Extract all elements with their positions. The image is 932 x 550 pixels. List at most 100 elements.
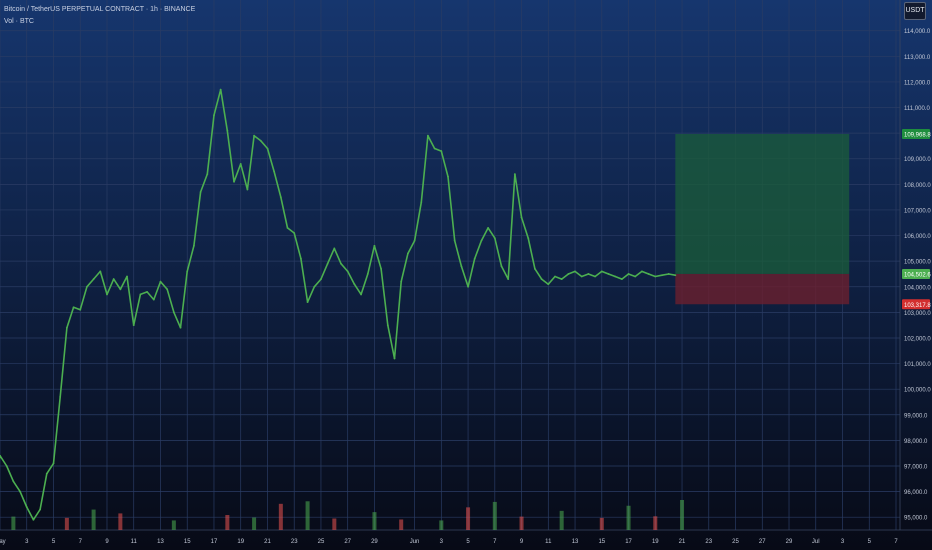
y-tick-label: 113,000.0 bbox=[904, 55, 931, 61]
y-tick-label: 112,000.0 bbox=[904, 80, 931, 86]
y-tick-label: 106,000.0 bbox=[904, 234, 931, 240]
price-point bbox=[186, 270, 189, 273]
price-point bbox=[273, 170, 276, 173]
volume-bar bbox=[439, 520, 444, 530]
volume-bar bbox=[252, 517, 257, 530]
price-point bbox=[293, 232, 296, 234]
price-point bbox=[574, 270, 576, 273]
x-tick-label: 15 bbox=[598, 539, 605, 545]
price-point bbox=[219, 88, 222, 91]
price-point bbox=[346, 270, 349, 273]
volume-bar bbox=[599, 517, 604, 530]
y-tick-label: 97,000.0 bbox=[904, 464, 928, 470]
x-tick-label: 3 bbox=[25, 539, 29, 545]
price-point bbox=[340, 262, 342, 265]
stop-loss-zone[interactable] bbox=[675, 273, 850, 305]
x-tick-label: 13 bbox=[572, 539, 579, 545]
price-point bbox=[493, 237, 496, 240]
x-tick-label: 23 bbox=[705, 539, 712, 545]
price-point bbox=[86, 285, 88, 288]
x-tick-label: 3 bbox=[841, 539, 845, 545]
price-point bbox=[520, 216, 523, 219]
volume-indicator-label: Vol · BTC bbox=[4, 18, 34, 25]
volume-bar bbox=[492, 501, 497, 530]
stop-price-label: 103,317.8 bbox=[904, 303, 931, 309]
y-tick-label: 107,000.0 bbox=[904, 208, 931, 214]
y-tick-label: 101,000.0 bbox=[904, 362, 931, 368]
price-point bbox=[206, 173, 209, 176]
price-point bbox=[393, 357, 396, 360]
price-point bbox=[45, 472, 48, 475]
volume-bar bbox=[399, 519, 404, 530]
x-tick-label: 25 bbox=[732, 539, 739, 545]
price-point bbox=[667, 273, 670, 275]
price-point bbox=[647, 273, 650, 275]
price-point bbox=[513, 173, 516, 176]
price-point bbox=[627, 273, 630, 275]
y-tick-label: 102,000.0 bbox=[904, 336, 931, 342]
price-point bbox=[79, 308, 82, 311]
x-tick-label: 23 bbox=[291, 539, 298, 545]
chart-title: Bitcoin / TetherUS PERPETUAL CONTRACT · … bbox=[4, 6, 196, 13]
volume-bar bbox=[372, 512, 377, 530]
x-tick-label: 7 bbox=[493, 539, 497, 545]
x-tick-label: 13 bbox=[157, 539, 164, 545]
price-point bbox=[146, 290, 149, 293]
price-point bbox=[654, 275, 657, 278]
volume-bar bbox=[680, 500, 685, 530]
profit-zone[interactable] bbox=[675, 133, 850, 274]
price-point bbox=[580, 275, 583, 278]
price-point bbox=[453, 239, 456, 242]
x-tick-label: 25 bbox=[318, 539, 325, 545]
price-point bbox=[333, 247, 336, 250]
price-point bbox=[527, 237, 530, 240]
price-point bbox=[286, 226, 289, 229]
price-point bbox=[99, 270, 102, 273]
current-price-label: 104,502.6 bbox=[904, 272, 931, 278]
price-point bbox=[313, 285, 316, 288]
volume-bar bbox=[332, 518, 337, 530]
price-point bbox=[239, 162, 242, 165]
price-point bbox=[39, 508, 42, 511]
volume-bar bbox=[559, 510, 564, 530]
x-tick-label: 27 bbox=[344, 539, 351, 545]
price-point bbox=[360, 293, 362, 296]
price-point bbox=[172, 311, 175, 314]
x-tick-label: 7 bbox=[894, 539, 898, 545]
price-point bbox=[92, 278, 95, 280]
x-tick-label: Jul bbox=[812, 539, 820, 545]
price-point bbox=[179, 326, 182, 329]
price-point bbox=[59, 395, 62, 398]
x-tick-label: 5 bbox=[466, 539, 470, 545]
x-tick-label: 11 bbox=[131, 539, 138, 545]
price-point bbox=[193, 244, 195, 247]
price-point bbox=[299, 257, 302, 260]
price-point bbox=[386, 324, 389, 327]
target-price-label: 109,968.8 bbox=[904, 132, 931, 138]
price-point bbox=[279, 196, 282, 199]
price-point bbox=[233, 180, 235, 183]
price-point bbox=[5, 465, 8, 467]
price-point bbox=[213, 114, 215, 117]
price-point bbox=[25, 506, 28, 508]
volume-bar bbox=[11, 516, 16, 530]
price-point bbox=[132, 324, 135, 327]
price-point bbox=[447, 175, 449, 178]
x-tick-label: 29 bbox=[371, 539, 378, 545]
x-tick-label: May bbox=[0, 539, 6, 545]
y-tick-label: 114,000.0 bbox=[904, 29, 931, 35]
volume-bar bbox=[626, 505, 631, 530]
y-tick-label: 95,000.0 bbox=[904, 516, 928, 522]
price-point bbox=[106, 293, 108, 296]
x-tick-label: 19 bbox=[237, 539, 244, 545]
price-point bbox=[614, 275, 617, 278]
volume-bar bbox=[91, 509, 96, 530]
currency-button[interactable]: USDT bbox=[904, 2, 926, 20]
x-tick-label: 7 bbox=[79, 539, 83, 545]
price-point bbox=[373, 244, 376, 247]
price-point bbox=[353, 283, 356, 286]
price-point bbox=[567, 273, 570, 275]
price-point bbox=[400, 280, 403, 283]
price-point bbox=[246, 188, 249, 191]
